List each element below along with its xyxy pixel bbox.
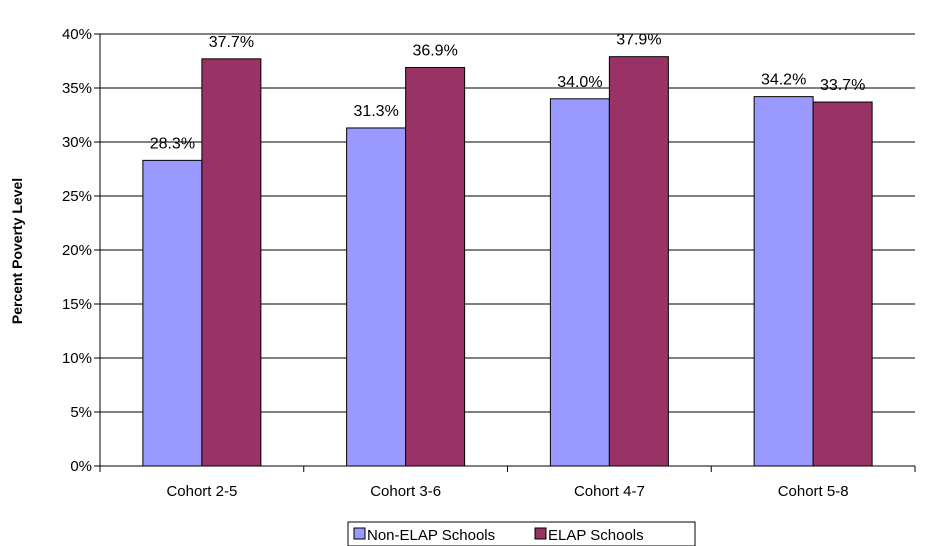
- data-label: 34.0%: [557, 74, 602, 91]
- data-label: 37.7%: [209, 34, 254, 51]
- legend: Non-ELAP Schools ELAP Schools: [347, 521, 696, 546]
- bar-elap: [608, 56, 669, 467]
- y-tick-label: 35%: [62, 80, 92, 97]
- bar-non-elap: [346, 127, 407, 467]
- y-axis-title: Percent Poverty Level: [9, 178, 25, 324]
- legend-box: [347, 521, 696, 546]
- y-tick-label: 10%: [62, 350, 92, 367]
- data-label: 31.3%: [353, 103, 398, 120]
- data-label: 34.2%: [761, 72, 806, 89]
- legend-swatch-non-elap: [353, 527, 366, 540]
- y-tick-label: 0%: [70, 458, 92, 475]
- legend-label-non-elap: Non-ELAP Schools: [367, 527, 495, 544]
- legend-label-elap: ELAP Schools: [548, 527, 644, 544]
- y-axis-ticks: 0% 5% 10% 15% 20% 25% 30% 35% 40%: [62, 26, 100, 475]
- data-label: 33.7%: [820, 77, 865, 94]
- bars: [142, 56, 873, 467]
- bar-non-elap: [753, 96, 814, 467]
- x-tick-label: Cohort 5-8: [778, 483, 849, 500]
- y-tick-label: 15%: [62, 296, 92, 313]
- bar-elap: [812, 101, 873, 467]
- bar-elap: [405, 66, 466, 467]
- data-label: 36.9%: [412, 42, 457, 59]
- bar-non-elap: [142, 159, 203, 467]
- y-tick-label: 40%: [62, 26, 92, 43]
- data-label: 28.3%: [150, 135, 195, 152]
- x-axis-ticks: Cohort 2-5 Cohort 3-6 Cohort 4-7 Cohort 5-8: [99, 466, 916, 500]
- bar-non-elap: [549, 98, 610, 467]
- y-tick-label: 20%: [62, 242, 92, 259]
- legend-swatch-elap: [534, 527, 547, 540]
- y-tick-label: 25%: [62, 188, 92, 205]
- y-tick-label: 30%: [62, 134, 92, 151]
- data-labels: 28.3% 37.7% 31.3% 36.9% 34.0% 37.9% 34.2% 33.7%: [150, 32, 866, 153]
- x-tick-label: Cohort 3-6: [370, 483, 441, 500]
- x-tick-label: Cohort 4-7: [574, 483, 645, 500]
- y-tick-label: 5%: [70, 404, 92, 421]
- data-label: 37.9%: [616, 32, 661, 49]
- x-tick-label: Cohort 2-5: [166, 483, 237, 500]
- bar-elap: [201, 58, 262, 467]
